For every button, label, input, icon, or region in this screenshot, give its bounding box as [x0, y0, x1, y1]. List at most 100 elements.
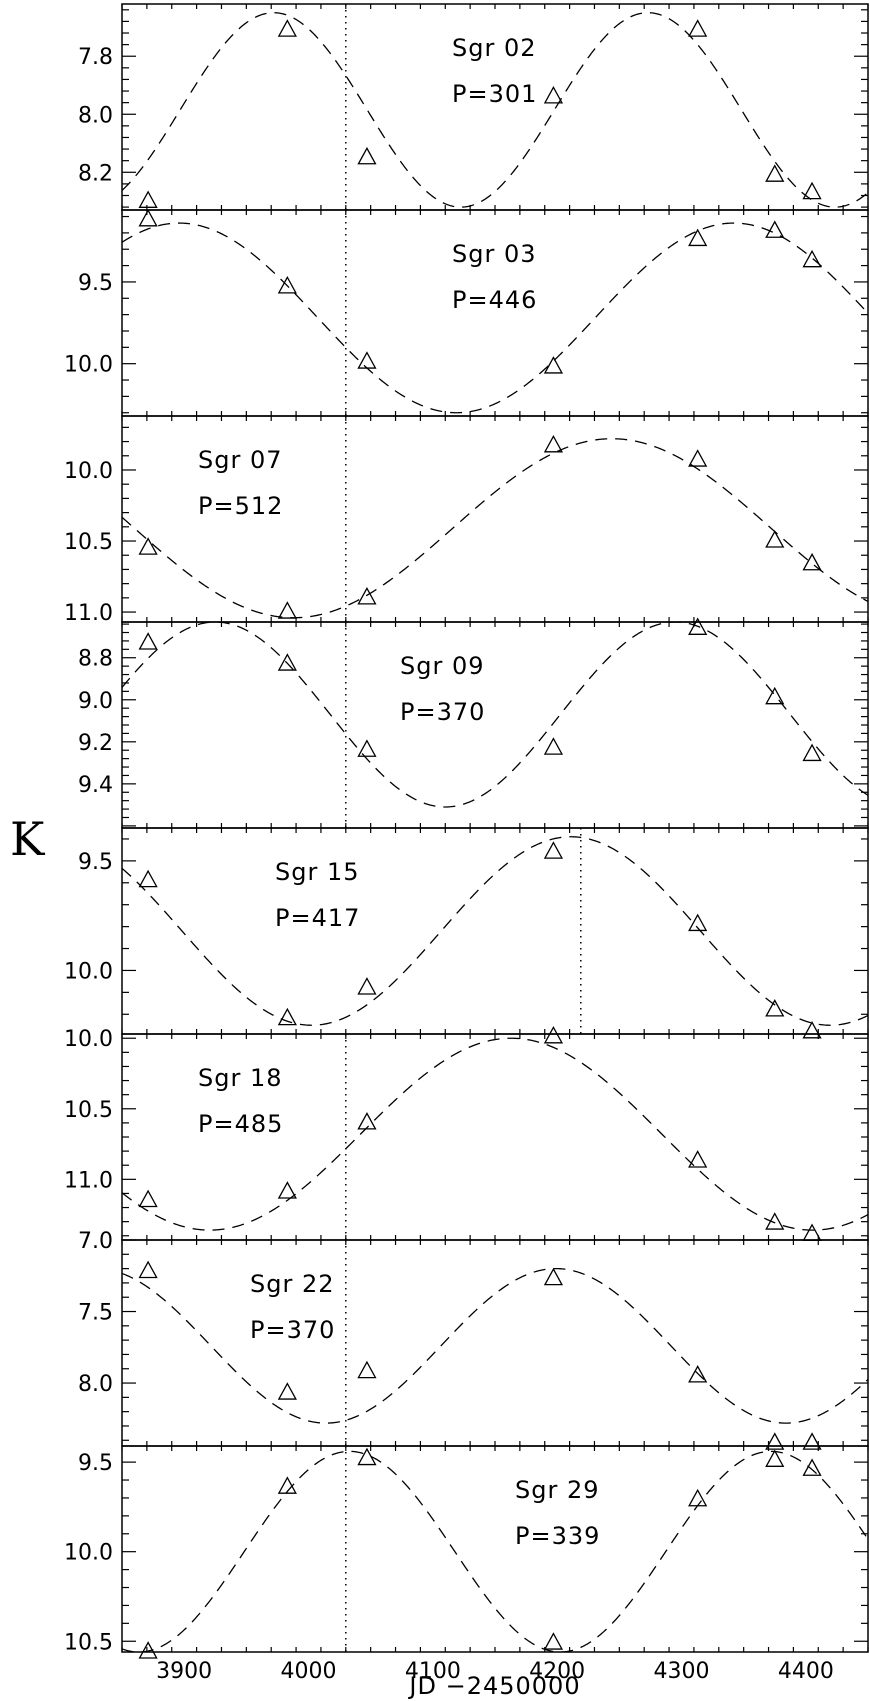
data-point: [138, 1641, 158, 1659]
y-axis-title: K: [10, 812, 46, 866]
x-tick-label: 4300: [654, 1659, 710, 1684]
data-point: [138, 190, 158, 208]
data-point: [765, 1449, 785, 1467]
period-label: P=512: [198, 492, 283, 520]
x-tick-label: 4200: [529, 1659, 585, 1684]
data-point: [802, 181, 822, 200]
data-point: [765, 530, 785, 548]
sinusoid-fit-line: [122, 1037, 868, 1231]
y-tick-label: 10.0: [64, 353, 113, 378]
y-tick-label: 8.0: [78, 103, 113, 128]
y-tick-label: 9.5: [78, 1451, 113, 1476]
data-point: [277, 1382, 297, 1400]
y-tick-label: 7.8: [78, 45, 113, 70]
data-point: [357, 586, 377, 605]
data-point: [277, 1476, 297, 1494]
period-label: P=370: [400, 698, 485, 726]
panel-frame: [121, 621, 869, 829]
x-tick-label: 4000: [281, 1659, 337, 1684]
data-point: [543, 737, 564, 755]
data-point: [138, 1260, 158, 1279]
data-point: [543, 1025, 564, 1044]
data-point: [277, 19, 297, 37]
data-point: [138, 1189, 158, 1208]
sinusoid-fit-line: [122, 1450, 868, 1652]
data-point: [765, 1212, 785, 1230]
data-point: [802, 1020, 822, 1039]
data-point: [688, 913, 708, 932]
star-name-label: Sgr 22: [250, 1270, 335, 1298]
y-tick-label: 11.0: [64, 601, 113, 626]
y-tick-label: 7.5: [78, 1301, 113, 1326]
star-name-label: Sgr 03: [452, 240, 537, 268]
data-point: [543, 434, 564, 453]
data-point: [688, 1365, 708, 1383]
panel-sgr-07: 10.0 10.5 11.0 Sgr 07 P=512: [64, 415, 869, 626]
y-tick-label: 10.5: [64, 1630, 113, 1655]
data-point: [357, 977, 377, 995]
panel-sgr-09: 8.8 9.0 9.2 9.4 Sgr 09 P=370: [78, 617, 869, 829]
data-point: [765, 220, 785, 238]
data-point: [543, 1267, 564, 1286]
data-point: [277, 1181, 297, 1199]
y-tick-label: 10.0: [64, 959, 113, 984]
sinusoid-fit-line: [122, 836, 868, 1026]
y-tick-label: 7.0: [78, 1229, 113, 1254]
y-tick-label: 9.4: [78, 773, 113, 798]
sinusoid-fit-line: [122, 438, 868, 619]
sinusoid-fit-line: [122, 622, 868, 808]
y-tick-label: 10.5: [64, 1098, 113, 1123]
data-point: [357, 1360, 377, 1379]
sinusoid-fit-line: [122, 12, 868, 208]
y-tick-label: 10.5: [64, 530, 113, 555]
panels-group: 7.8 8.0 8.2 Sgr 02 P=301 9.5 10.0 Sgr 03 P=446 10…: [64, 3, 869, 1659]
y-tick-label: 9.2: [78, 731, 113, 756]
data-point: [688, 19, 708, 37]
y-tick-label: 8.8: [78, 647, 113, 672]
y-tick-label: 9.5: [78, 271, 113, 296]
y-tick-label: 10.0: [64, 1027, 113, 1052]
panel-frame: [121, 1239, 869, 1447]
data-point: [765, 164, 785, 182]
panel-sgr-22: 7.0 7.5 8.0 Sgr 22 P=370: [78, 1229, 869, 1450]
panel-frame: [121, 1445, 869, 1653]
star-name-label: Sgr 29: [515, 1476, 600, 1504]
data-point: [765, 1432, 785, 1450]
data-point: [277, 653, 297, 671]
data-point: [688, 449, 708, 467]
data-point: [688, 617, 708, 635]
data-point: [277, 1007, 297, 1026]
data-point: [277, 601, 297, 619]
panel-sgr-02: 7.8 8.0 8.2 Sgr 02 P=301: [78, 3, 869, 211]
y-tick-label: 10.0: [64, 459, 113, 484]
period-label: P=417: [275, 904, 360, 932]
panel-sgr-15: 9.5 10.0 Sgr 15 P=417: [64, 827, 869, 1039]
data-point: [802, 1432, 822, 1450]
data-point: [688, 1488, 708, 1507]
data-point: [543, 841, 564, 859]
period-label: P=485: [198, 1110, 283, 1138]
data-point: [357, 739, 377, 757]
period-label: P=446: [452, 286, 537, 314]
y-tick-label: 10.0: [64, 1541, 113, 1566]
data-point: [138, 537, 158, 555]
panel-sgr-29: 9.5 10.0 10.5 Sgr 29 P=339: [64, 1445, 869, 1659]
y-tick-label: 8.2: [78, 161, 113, 186]
data-point: [688, 228, 708, 247]
data-point: [765, 686, 785, 705]
x-tick-label: 3900: [156, 1659, 212, 1684]
period-label: P=370: [250, 1316, 335, 1344]
data-point: [688, 1150, 708, 1168]
panel-frame: [121, 827, 869, 1035]
period-label: P=339: [515, 1522, 600, 1550]
x-axis-title: JD −2450000: [407, 1672, 580, 1700]
y-tick-label: 11.0: [64, 1168, 113, 1193]
y-tick-label: 9.5: [78, 850, 113, 875]
data-point: [138, 632, 158, 650]
sinusoid-fit-line: [122, 222, 868, 414]
data-point: [543, 85, 564, 104]
star-name-label: Sgr 09: [400, 652, 485, 680]
period-label: P=301: [452, 80, 537, 108]
panel-sgr-03: 9.5 10.0 Sgr 03 P=446: [64, 208, 869, 417]
data-point: [357, 1112, 377, 1130]
